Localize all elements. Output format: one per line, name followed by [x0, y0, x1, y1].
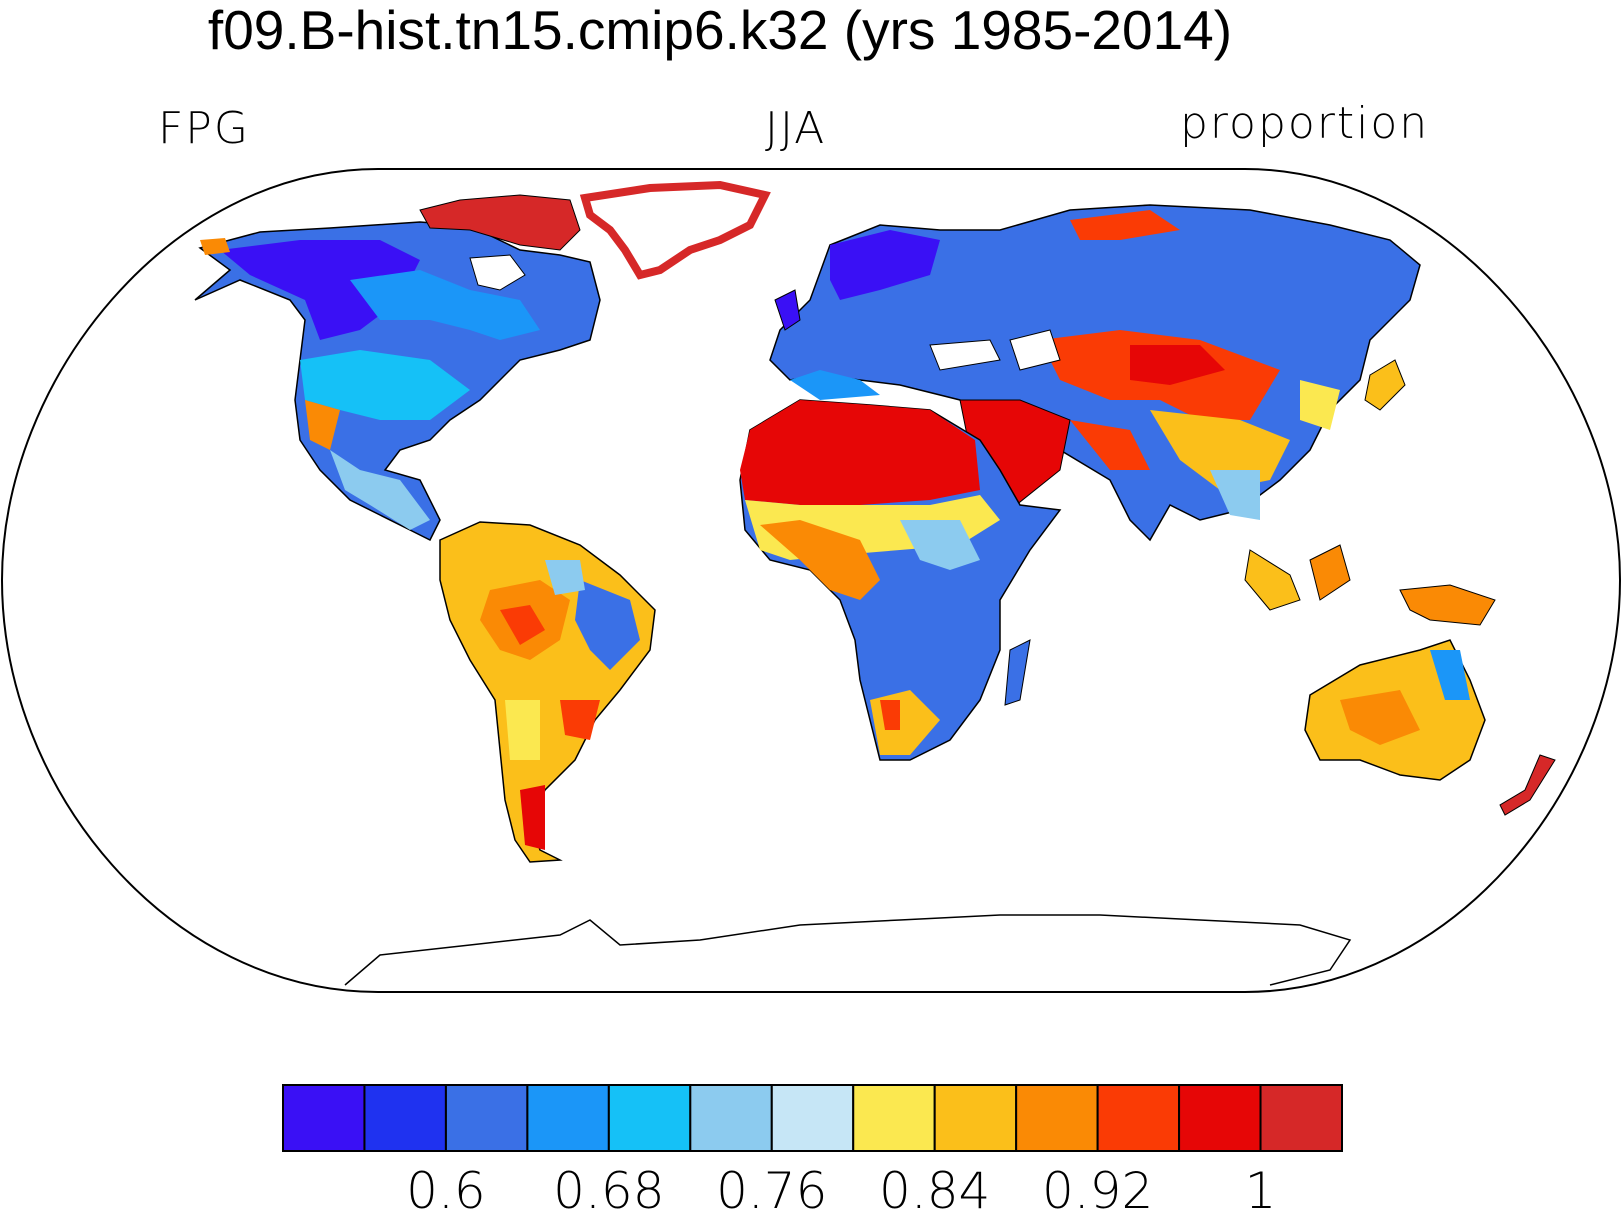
colorbar-tick-label: 0.76 — [716, 1162, 827, 1212]
colorbar-tick-label: 0.84 — [879, 1162, 990, 1212]
colorbar-box — [933, 1084, 1018, 1152]
colorbar-box — [607, 1084, 692, 1152]
colorbar-box — [770, 1084, 855, 1152]
colorbar-box — [1096, 1084, 1181, 1152]
world-map — [0, 168, 1622, 993]
antarctica — [344, 914, 1352, 986]
british-isles — [774, 289, 801, 331]
colorbar-box — [444, 1084, 529, 1152]
colorbar-tick-label: 0.92 — [1042, 1162, 1153, 1212]
colorbar-box — [526, 1084, 610, 1152]
greenland — [579, 180, 771, 280]
colorbar-box — [689, 1084, 773, 1152]
africa — [739, 399, 1062, 761]
season-label: JJA — [765, 103, 827, 154]
australia-east — [1430, 650, 1470, 700]
colorbar-box — [363, 1084, 447, 1152]
colorbar-box — [1259, 1084, 1343, 1152]
colorbar-box — [1178, 1084, 1262, 1152]
colorbar-tick-label: 0.68 — [553, 1162, 664, 1212]
map-title: f09.B-hist.tn15.cmip6.k32 (yrs 1985-2014… — [207, 0, 1233, 61]
maritime-asia — [1244, 544, 1496, 626]
colorbar-box — [852, 1084, 936, 1152]
australia-center — [1340, 690, 1420, 745]
variable-label: FPG — [158, 103, 250, 154]
colorbar-boxes — [282, 1084, 1343, 1152]
colorbar-box — [1015, 1084, 1099, 1152]
colorbar-box — [282, 1084, 366, 1152]
colorbar-tick-labels: 0.6 0.68 0.76 0.84 0.92 1 — [406, 1162, 1276, 1212]
colorbar-tick-label: 1 — [1245, 1162, 1277, 1212]
colorbar-tick-label: 0.6 — [406, 1162, 486, 1212]
new-zealand — [1499, 754, 1556, 816]
units-label: proportion — [1180, 98, 1430, 149]
north-america — [194, 194, 601, 542]
japan — [1364, 359, 1406, 411]
south-america — [439, 521, 656, 863]
